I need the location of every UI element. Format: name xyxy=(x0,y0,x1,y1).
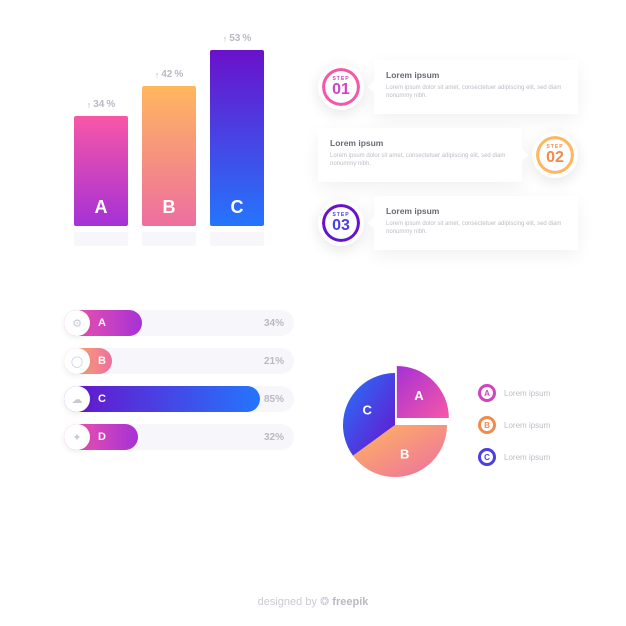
pie-legend: A Lorem ipsum B Lorem ipsum C Lorem ipsu… xyxy=(478,384,550,466)
progress-list: ⚙ A 34% ◯ B 21% ☁ C 85% ✦ D 32% xyxy=(64,310,294,450)
pie-slice-letter: B xyxy=(400,447,409,462)
speech-notch-icon xyxy=(368,81,374,93)
step-card-body: Lorem ipsum dolor sit amet, consectetuer… xyxy=(386,220,566,236)
progress-icon: ◯ xyxy=(64,348,90,374)
arrow-up-icon: ↑ xyxy=(223,34,228,44)
progress-fill: ⚙ A xyxy=(64,310,142,336)
progress-letter: D xyxy=(98,431,106,443)
bar-rect: C xyxy=(210,50,264,226)
arrow-up-icon: ↑ xyxy=(87,100,92,110)
progress-letter: C xyxy=(98,393,106,405)
bar-column: ↑ 34 % A xyxy=(74,99,128,246)
bar-pct: 42 xyxy=(161,69,172,80)
bar-base xyxy=(142,232,196,246)
progress-fill: ◯ B xyxy=(64,348,112,374)
step-ring-icon xyxy=(322,68,360,106)
step-card-body: Lorem ipsum dolor sit amet, consectetuer… xyxy=(386,84,566,100)
bar-base xyxy=(210,232,264,246)
pct-sign: % xyxy=(174,69,183,80)
pct-sign: % xyxy=(242,33,251,44)
step-row: STEP 01 Lorem ipsum Lorem ipsum dolor si… xyxy=(318,60,578,114)
arrow-up-icon: ↑ xyxy=(155,70,160,80)
step-card-body: Lorem ipsum dolor sit amet, consectetuer… xyxy=(330,152,510,168)
bar-column: ↑ 53 % C xyxy=(210,33,264,246)
progress-icon: ☁ xyxy=(64,386,90,412)
steps-list: STEP 01 Lorem ipsum Lorem ipsum dolor si… xyxy=(318,60,578,250)
legend-item: B Lorem ipsum xyxy=(478,416,550,434)
step-row: STEP 02 Lorem ipsum Lorem ipsum dolor si… xyxy=(318,128,578,182)
pie-slice-letter: A xyxy=(414,388,424,403)
legend-dot-icon: B xyxy=(478,416,496,434)
speech-notch-icon xyxy=(522,149,528,161)
step-card-title: Lorem ipsum xyxy=(330,138,510,148)
bar-letter: A xyxy=(95,197,108,218)
progress-letter: A xyxy=(98,317,106,329)
bar-rect: A xyxy=(74,116,128,226)
progress-fill: ✦ D xyxy=(64,424,138,450)
legend-dot-icon: A xyxy=(478,384,496,402)
step-circle: STEP 01 xyxy=(318,64,364,110)
progress-row: ✦ D 32% xyxy=(64,424,294,450)
step-card-title: Lorem ipsum xyxy=(386,206,566,216)
attribution-brand: freepik xyxy=(332,596,368,608)
bar-letter: C xyxy=(231,197,244,218)
attribution-prefix: designed by xyxy=(258,596,317,608)
progress-icon: ✦ xyxy=(64,424,90,450)
legend-text: Lorem ipsum xyxy=(504,453,550,462)
bar-base xyxy=(74,232,128,246)
legend-dot-icon: C xyxy=(478,448,496,466)
progress-pct: 34% xyxy=(264,318,284,329)
bar-caption: ↑ 53 % xyxy=(223,33,252,44)
bar-pct: 53 xyxy=(229,33,240,44)
bar-chart: ↑ 34 % A ↑ 42 % B ↑ 53 % C xyxy=(74,36,284,246)
legend-text: Lorem ipsum xyxy=(504,421,550,430)
step-circle: STEP 02 xyxy=(532,132,578,178)
step-circle: STEP 03 xyxy=(318,200,364,246)
progress-fill: ☁ C xyxy=(64,386,260,412)
progress-pct: 32% xyxy=(264,432,284,443)
progress-icon: ⚙ xyxy=(64,310,90,336)
pie-slice-letter: C xyxy=(363,403,373,418)
pct-sign: % xyxy=(106,99,115,110)
bar-caption: ↑ 42 % xyxy=(155,69,184,80)
bar-column: ↑ 42 % B xyxy=(142,69,196,246)
bar-pct: 34 xyxy=(93,99,104,110)
bar-caption: ↑ 34 % xyxy=(87,99,116,110)
step-ring-icon xyxy=(322,204,360,242)
pie-section: ABC A Lorem ipsum B Lorem ipsum C Lorem … xyxy=(330,360,550,490)
legend-item: A Lorem ipsum xyxy=(478,384,550,402)
bar-letter: B xyxy=(163,197,176,218)
step-card: Lorem ipsum Lorem ipsum dolor sit amet, … xyxy=(318,128,522,182)
legend-item: C Lorem ipsum xyxy=(478,448,550,466)
progress-pct: 85% xyxy=(264,394,284,405)
legend-text: Lorem ipsum xyxy=(504,389,550,398)
speech-notch-icon xyxy=(368,217,374,229)
attribution: designed by ❂ freepik xyxy=(0,595,626,608)
pie-chart: A B C xyxy=(330,360,460,490)
step-row: STEP 03 Lorem ipsum Lorem ipsum dolor si… xyxy=(318,196,578,250)
step-ring-icon xyxy=(536,136,574,174)
step-card: Lorem ipsum Lorem ipsum dolor sit amet, … xyxy=(374,196,578,250)
attribution-glyph-icon: ❂ xyxy=(320,596,329,608)
progress-row: ⚙ A 34% xyxy=(64,310,294,336)
progress-pct: 21% xyxy=(264,356,284,367)
progress-letter: B xyxy=(98,355,106,367)
bar-rect: B xyxy=(142,86,196,226)
progress-row: ◯ B 21% xyxy=(64,348,294,374)
pie-svg: A B C xyxy=(330,360,460,490)
step-card: Lorem ipsum Lorem ipsum dolor sit amet, … xyxy=(374,60,578,114)
step-card-title: Lorem ipsum xyxy=(386,70,566,80)
progress-row: ☁ C 85% xyxy=(64,386,294,412)
